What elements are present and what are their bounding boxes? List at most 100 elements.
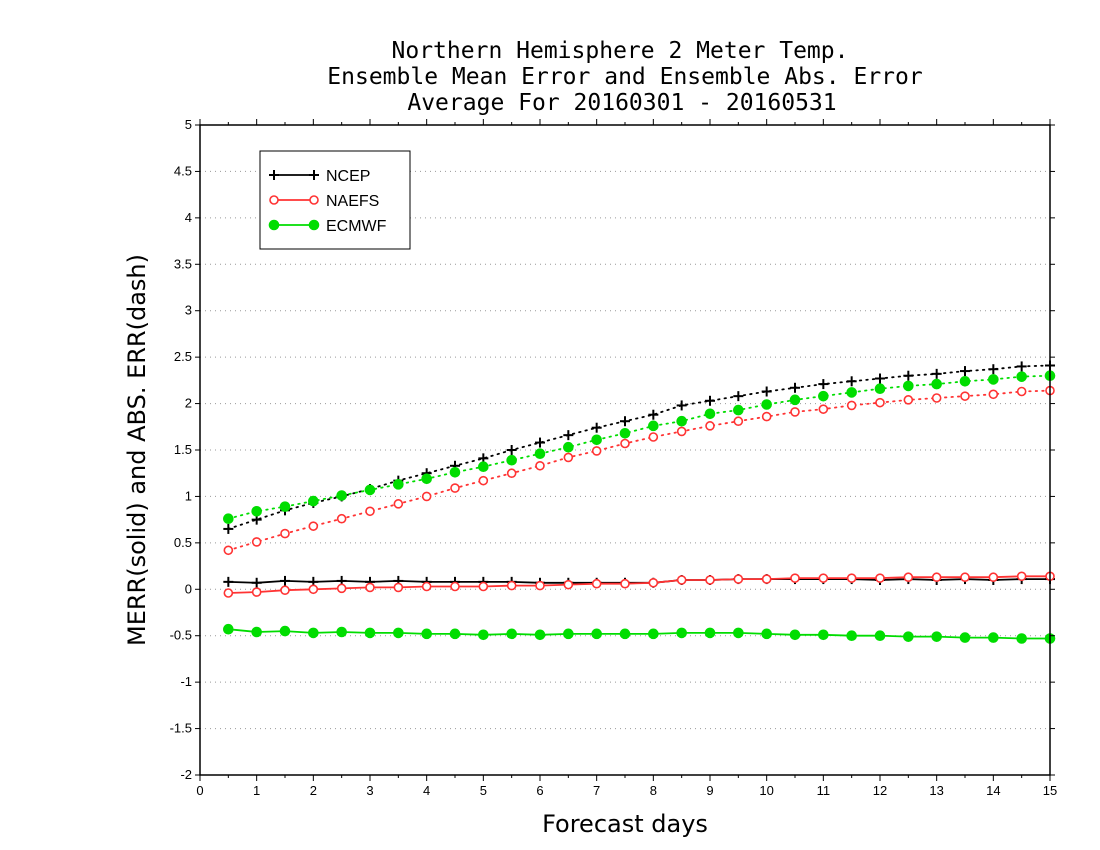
series-naefs [223, 385, 1055, 598]
naefs-merr-point [931, 572, 942, 583]
y-axis: -2 -1.5 -1 -0.5 0 0.5 1 1.5 2 2.5 3 3.5 4 4.5 5 [170, 117, 1055, 782]
ecmwf-abs-err-point [534, 448, 546, 460]
naefs-abs-err-point [818, 404, 829, 414]
naefs-abs-err-point [846, 400, 857, 411]
ncep-abs-err-point [705, 395, 715, 406]
naefs-abs-err-point [365, 506, 375, 517]
ecmwf-merr-point [534, 629, 546, 641]
ecmwf-abs-err-point [931, 378, 942, 390]
legend-marker-ecmwf [308, 219, 320, 231]
ecmwf-abs-err-point [959, 375, 971, 387]
x-tick-label: 15 [1043, 783, 1057, 798]
naefs-abs-err-point [705, 421, 715, 431]
naefs-merr-point [818, 573, 829, 583]
x-tick-label: 2 [310, 783, 317, 798]
legend-marker-naefs [309, 195, 319, 205]
ncep-abs-err-point [960, 366, 970, 377]
legend-marker-naefs [269, 195, 279, 205]
ncep-abs-err-point [620, 416, 630, 427]
y-tick-label: -1 [180, 674, 192, 689]
ecmwf-merr-point [676, 627, 687, 639]
naefs-abs-err-point [988, 389, 999, 400]
ecmwf-abs-err-point [619, 427, 631, 439]
ncep-abs-err-point [591, 422, 602, 433]
naefs-merr-point [308, 584, 319, 595]
naefs-abs-err-point [223, 545, 234, 556]
ncep-abs-err-point [733, 391, 744, 402]
ecmwf-abs-err-point [789, 394, 801, 406]
ecmwf-abs-err-point [648, 420, 659, 432]
naefs-abs-err-point [506, 468, 517, 479]
ecmwf-abs-err-point [846, 387, 857, 398]
ncep-merr-line [228, 578, 1050, 584]
ecmwf-abs-err-point [251, 505, 262, 517]
series-ncep [223, 360, 1055, 588]
naefs-merr-point [846, 573, 857, 583]
ecmwf-merr-point [336, 626, 347, 638]
ecmwf-merr-point [733, 627, 744, 639]
ecmwf-merr-point [1016, 633, 1027, 644]
legend-item-ncep: NCEP [269, 168, 370, 185]
x-tick-label: 3 [366, 783, 373, 798]
ecmwf-abs-err-point [591, 434, 602, 446]
ecmwf-merr-point [591, 628, 602, 640]
ncep-abs-err-point [790, 382, 800, 393]
ncep-abs-err-point [818, 379, 829, 390]
naefs-merr-point [563, 579, 574, 590]
ncep-abs-err-point [1016, 361, 1027, 372]
ecmwf-merr-point [704, 627, 716, 639]
ecmwf-merr-point [931, 631, 942, 642]
ecmwf-abs-err-point [393, 479, 404, 490]
ecmwf-merr-point [251, 626, 262, 638]
naefs-abs-err-line [227, 389, 1051, 552]
naefs-abs-err-point [761, 411, 772, 422]
naefs-merr-point [591, 578, 602, 589]
legend-label-ncep: NCEP [326, 168, 370, 185]
ecmwf-abs-err-point [733, 404, 744, 416]
ncep-abs-err-point [875, 373, 885, 384]
ecmwf-merr-point [959, 632, 971, 643]
naefs-abs-err-point [733, 416, 744, 427]
naefs-abs-err-point [535, 460, 545, 471]
naefs-abs-err-point [931, 393, 942, 403]
ecmwf-abs-err-point [676, 415, 687, 427]
x-tick-label: 10 [759, 783, 773, 798]
ecmwf-abs-err-point [988, 374, 999, 385]
naefs-merr-point [336, 583, 347, 594]
naefs-merr-point [223, 588, 234, 598]
naefs-merr-point [365, 582, 375, 593]
y-tick-label: 4.5 [174, 163, 192, 178]
y-tick-label: -0.5 [170, 628, 192, 643]
ncep-abs-err-point [988, 364, 999, 375]
naefs-abs-err-point [450, 483, 460, 493]
legend-marker-ncep [269, 170, 279, 180]
x-axis: 0 1 2 3 4 5 6 7 8 9 10 11 12 13 14 15 [196, 119, 1057, 798]
naefs-abs-err-point [308, 521, 319, 531]
legend-item-naefs: NAEFS [269, 193, 379, 210]
ecmwf-abs-err-point [478, 461, 489, 473]
naefs-abs-err-point [790, 407, 800, 417]
naefs-abs-err-point [280, 528, 290, 539]
legend-label-naefs: NAEFS [326, 193, 379, 210]
ncep-abs-err-point [648, 409, 659, 420]
naefs-abs-err-point [875, 397, 885, 408]
ecmwf-abs-err-point [563, 441, 574, 453]
y-tick-label: 1 [185, 488, 192, 503]
chart-title: Northern Hemisphere 2 Meter Temp. Ensemb… [327, 38, 922, 116]
x-tick-label: 1 [253, 783, 260, 798]
x-tick-label: 12 [873, 783, 887, 798]
ecmwf-merr-point [619, 628, 631, 640]
naefs-merr-point [790, 573, 800, 583]
ecmwf-abs-err-point [308, 495, 319, 507]
ncep-abs-err-point [903, 370, 914, 381]
naefs-abs-err-point [620, 438, 630, 449]
ecmwf-merr-point [789, 629, 801, 641]
y-tick-label: 2.5 [174, 349, 192, 364]
x-tick-label: 5 [480, 783, 487, 798]
naefs-abs-err-point [903, 395, 914, 405]
naefs-merr-point [620, 578, 630, 589]
ncep-merr-point [280, 575, 290, 586]
ecmwf-merr-point [223, 623, 234, 635]
ecmwf-merr-point [308, 627, 319, 639]
series-layer [223, 360, 1056, 644]
